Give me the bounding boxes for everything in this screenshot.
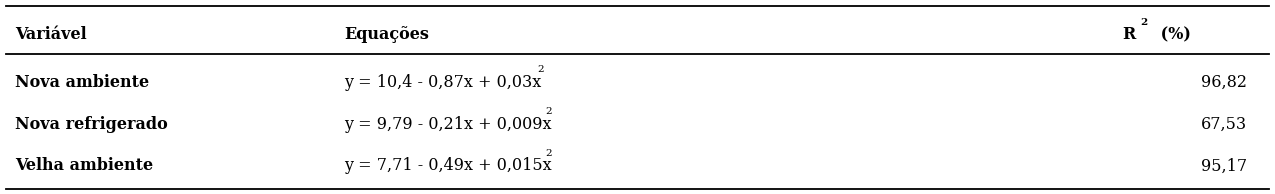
Text: Nova refrigerado: Nova refrigerado	[15, 116, 168, 133]
Text: y = 9,79 - 0,21x + 0,009x: y = 9,79 - 0,21x + 0,009x	[344, 116, 552, 133]
Text: y = 10,4 - 0,87x + 0,03x: y = 10,4 - 0,87x + 0,03x	[344, 74, 542, 91]
Text: 96,82: 96,82	[1201, 74, 1247, 91]
Text: 2: 2	[537, 65, 543, 74]
Text: 67,53: 67,53	[1201, 116, 1247, 133]
Text: Nova ambiente: Nova ambiente	[15, 74, 149, 91]
Text: 2: 2	[1140, 18, 1148, 27]
Text: 2: 2	[546, 149, 552, 158]
Text: 2: 2	[546, 107, 552, 116]
Text: R: R	[1122, 26, 1135, 43]
Text: Variável: Variável	[15, 26, 87, 43]
Text: (%): (%)	[1155, 26, 1191, 43]
Text: y = 7,71 - 0,49x + 0,015x: y = 7,71 - 0,49x + 0,015x	[344, 157, 552, 174]
Text: Velha ambiente: Velha ambiente	[15, 157, 153, 174]
Text: 95,17: 95,17	[1201, 157, 1247, 174]
Text: Equações: Equações	[344, 26, 430, 43]
